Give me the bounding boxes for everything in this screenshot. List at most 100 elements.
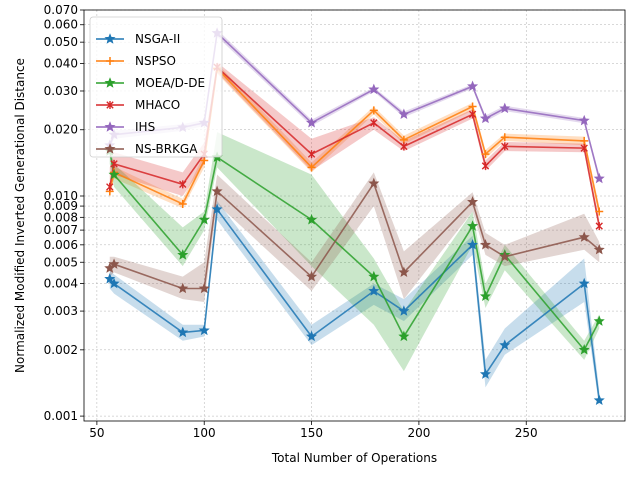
point-ns-brkga: [467, 196, 479, 207]
point-mhaco: [110, 159, 118, 168]
point-mhaco: [179, 180, 187, 189]
point-mhaco: [106, 182, 114, 191]
y-tick-label: 0.003: [44, 304, 78, 318]
point-nspso: [580, 136, 589, 145]
point-nsga-ii: [479, 368, 491, 379]
x-axis-ticks: 50 100 150 200 250: [89, 421, 538, 440]
band-mhaco: [109, 62, 600, 232]
y-tick-label: 0.002: [44, 343, 78, 357]
point-moea-d-de: [177, 249, 189, 260]
y-tick-label: 0.070: [44, 3, 78, 17]
point-moea-d-de: [108, 168, 120, 180]
y-tick-label: 0.020: [44, 123, 78, 137]
point-mhaco: [580, 144, 588, 153]
point-mhaco: [468, 110, 477, 119]
point-nspso: [595, 207, 604, 216]
point-nsga-ii: [198, 324, 210, 336]
y-tick-label: 0.007: [44, 223, 78, 237]
point-nsga-ii: [368, 285, 380, 296]
point-mhaco: [595, 222, 603, 231]
y-tick-label: 0.006: [44, 238, 78, 252]
y-tick-label: 0.050: [44, 35, 78, 49]
legend: NSGA-II NSPSO MOEA/D-DE MHACO IHS NS-BRKGA: [89, 16, 223, 158]
point-mhaco: [370, 118, 378, 127]
point-mhaco: [307, 150, 316, 159]
point-ns-brkga: [578, 231, 590, 242]
point-ihs: [593, 172, 605, 184]
point-mhaco: [481, 161, 490, 170]
point-moea-d-de: [578, 344, 590, 355]
legend-box: [89, 16, 223, 158]
x-axis-label: Total Number of Operations: [271, 451, 437, 465]
point-moea-d-de: [398, 330, 410, 342]
point-ihs: [398, 108, 410, 120]
point-ns-brkga: [211, 185, 223, 197]
legend-label-nspso: NSPSO: [135, 54, 176, 68]
legend-marker-moea-d-de: [104, 77, 116, 88]
point-moea-d-de: [198, 213, 210, 225]
point-nspso: [500, 133, 509, 142]
legend-label-moea-d-de: MOEA/D-DE: [135, 76, 205, 90]
point-nspso: [178, 199, 187, 208]
point-ns-brkga: [306, 270, 318, 282]
y-tick-label: 0.009: [44, 199, 78, 213]
point-nspso: [468, 102, 477, 111]
x-tick-label: 150: [300, 426, 323, 440]
point-ihs: [578, 114, 590, 126]
point-nsga-ii: [211, 203, 223, 215]
point-ns-brkga: [593, 243, 605, 255]
x-tick-label: 50: [89, 426, 104, 440]
y-tick-label: 0.004: [44, 277, 78, 291]
point-ihs: [499, 102, 511, 114]
legend-marker-nspso: [106, 57, 114, 65]
plot-frame: [83, 9, 626, 422]
band-moea-d-de: [109, 132, 600, 372]
point-moea-d-de: [306, 213, 318, 225]
legend-marker-ns-brkga: [104, 143, 116, 154]
point-nsga-ii: [108, 277, 120, 289]
point-ns-brkga: [177, 282, 189, 294]
point-ihs: [306, 117, 318, 128]
point-ns-brkga: [499, 250, 511, 262]
point-ihs: [479, 112, 491, 124]
point-ns-brkga: [368, 177, 380, 189]
point-ns-brkga: [108, 258, 120, 269]
point-moea-d-de: [368, 270, 380, 282]
point-nspso: [369, 106, 378, 115]
point-mhaco: [501, 142, 509, 151]
point-ihs: [368, 83, 380, 95]
y-tick-label: 0.010: [44, 189, 78, 203]
point-nsga-ii: [578, 277, 590, 289]
y-tick-label: 0.060: [44, 18, 78, 32]
legend-label-ihs: IHS: [135, 120, 155, 134]
x-tick-label: 250: [515, 426, 538, 440]
point-moea-d-de: [479, 290, 491, 302]
y-tick-label: 0.030: [44, 84, 78, 98]
point-ihs: [467, 80, 479, 92]
point-nsga-ii: [177, 326, 189, 338]
legend-marker-nsga-ii: [104, 33, 116, 44]
point-ns-brkga: [479, 239, 491, 250]
x-tick-label: 200: [407, 426, 430, 440]
legend-label-mhaco: MHACO: [135, 98, 180, 112]
y-tick-label: 0.001: [44, 409, 78, 423]
legend-label-nsga-ii: NSGA-II: [135, 32, 180, 46]
x-tick-label: 100: [193, 426, 216, 440]
y-axis-ticks: 0.001 0.002 0.003 0.004 0.005 0.0060.0070.008…: [44, 3, 84, 423]
point-moea-d-de: [467, 220, 479, 231]
point-ns-brkga: [398, 266, 410, 278]
point-nsga-ii: [467, 239, 479, 250]
y-tick-label: 0.008: [44, 210, 78, 224]
point-nsga-ii: [499, 339, 511, 350]
y-axis-label: Normalized Modified Inverted Generationa…: [13, 58, 27, 373]
point-nspso: [307, 163, 316, 172]
y-tick-label: 0.005: [44, 255, 78, 269]
legend-marker-mhaco: [106, 101, 114, 109]
legend-label-ns-brkga: NS-BRKGA: [135, 142, 198, 156]
point-nsga-ii: [306, 330, 318, 342]
point-nspso: [481, 150, 490, 159]
point-nsga-ii: [398, 305, 410, 316]
point-nsga-ii: [104, 273, 116, 284]
point-mhaco: [400, 142, 408, 151]
